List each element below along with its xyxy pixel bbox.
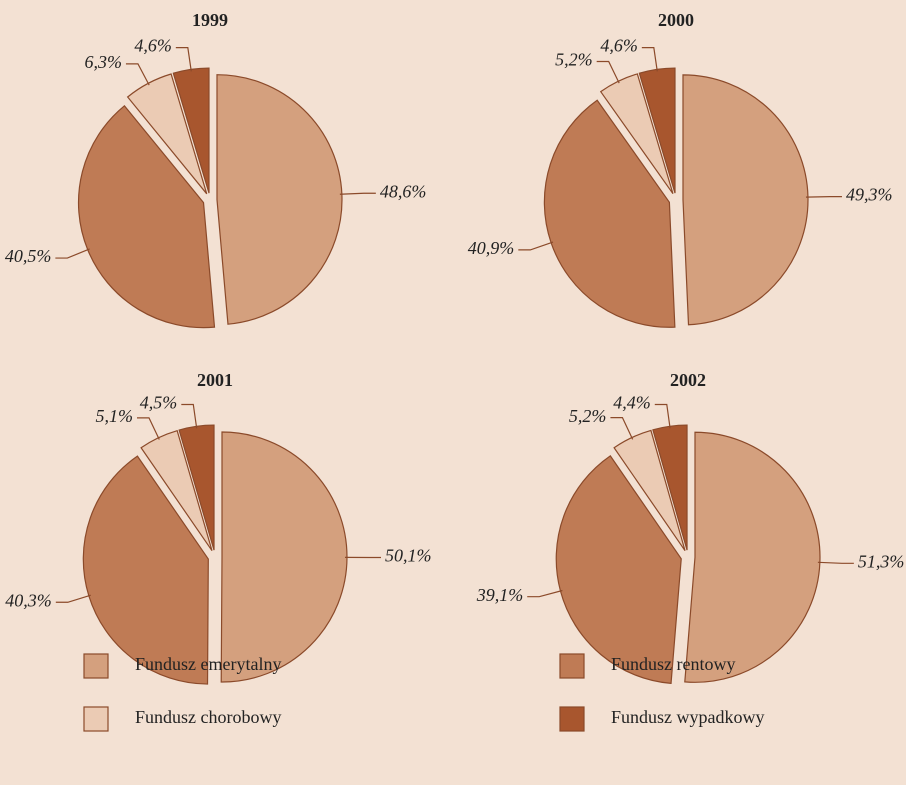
pie-title: 2001 bbox=[197, 370, 233, 390]
legend-swatch bbox=[559, 706, 585, 732]
value-label: 4,6% bbox=[134, 36, 172, 56]
pie-title: 2000 bbox=[658, 10, 694, 30]
pie-title: 1999 bbox=[192, 10, 228, 30]
legend-swatch bbox=[559, 653, 585, 679]
leader-line bbox=[527, 589, 563, 598]
value-label: 4,6% bbox=[600, 36, 638, 56]
leader-line bbox=[181, 403, 198, 429]
leader-line bbox=[518, 241, 554, 251]
legend-label: Fundusz chorobowy bbox=[135, 707, 282, 727]
value-label: 5,1% bbox=[95, 406, 133, 426]
pie-slice bbox=[220, 431, 348, 683]
value-label: 40,3% bbox=[5, 590, 52, 610]
legend-label: Fundusz wypadkowy bbox=[611, 707, 765, 727]
value-label: 39,1% bbox=[476, 585, 524, 605]
value-label: 4,4% bbox=[613, 393, 651, 413]
value-label: 49,3% bbox=[846, 185, 893, 205]
pie-slice bbox=[682, 74, 809, 326]
value-label: 4,5% bbox=[140, 393, 178, 413]
leader-line bbox=[805, 196, 842, 198]
leader-line bbox=[339, 192, 376, 195]
value-label: 40,9% bbox=[468, 238, 515, 258]
value-label: 48,6% bbox=[380, 181, 427, 201]
leader-line bbox=[55, 594, 91, 603]
value-label: 50,1% bbox=[385, 546, 432, 566]
leader-line bbox=[654, 403, 671, 429]
value-label: 5,2% bbox=[555, 50, 593, 70]
value-label: 5,2% bbox=[569, 406, 607, 426]
value-label: 51,3% bbox=[858, 551, 905, 571]
leader-line bbox=[55, 248, 90, 259]
leader-line bbox=[125, 63, 150, 86]
value-label: 40,5% bbox=[5, 246, 52, 266]
leader-line bbox=[596, 60, 620, 84]
legend-swatch bbox=[83, 653, 109, 679]
leader-line bbox=[175, 47, 192, 72]
pie-slice bbox=[216, 74, 343, 325]
legend-label: Fundusz rentowy bbox=[611, 654, 736, 674]
legend-swatch bbox=[83, 706, 109, 732]
legend-label: Fundusz emerytalny bbox=[135, 654, 281, 674]
pie-title: 2002 bbox=[670, 370, 706, 390]
pie-slice bbox=[684, 431, 821, 683]
leader-line bbox=[136, 417, 160, 440]
value-label: 6,3% bbox=[84, 52, 122, 72]
leader-line bbox=[610, 417, 634, 440]
leader-line bbox=[817, 561, 854, 564]
leader-line bbox=[641, 47, 658, 72]
